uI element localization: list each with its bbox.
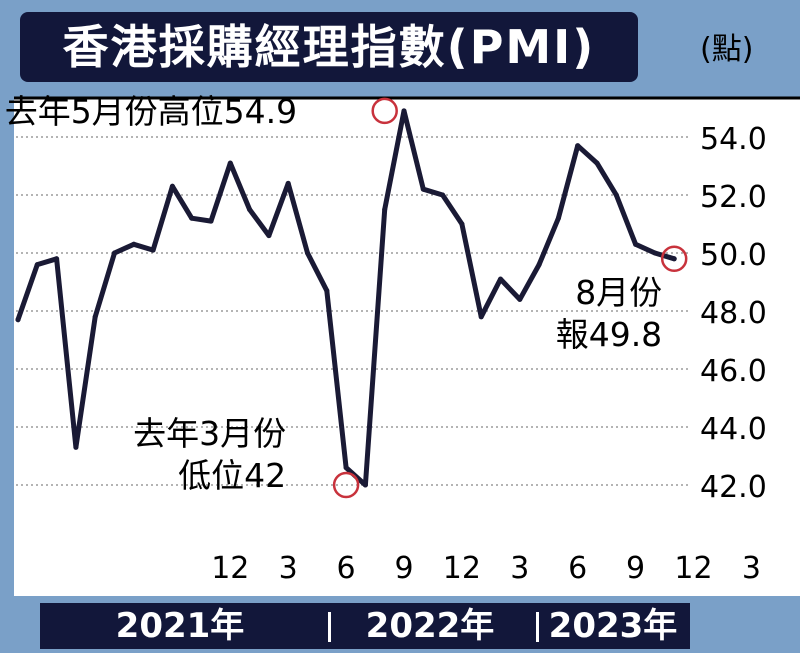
annotation-label: 8月份 bbox=[575, 273, 662, 312]
year-separator bbox=[328, 612, 331, 642]
title-bar: 香港採購經理指數(PMI) bbox=[20, 12, 638, 82]
y-tick-label: 50.0 bbox=[700, 238, 767, 273]
y-tick-label: 52.0 bbox=[700, 180, 767, 215]
annotation-label: 報49.8 bbox=[556, 315, 662, 354]
data-point bbox=[189, 215, 195, 221]
data-point bbox=[671, 256, 677, 262]
data-point bbox=[517, 296, 523, 302]
data-point bbox=[575, 143, 581, 149]
year-label-2021: 2021年 bbox=[115, 606, 245, 646]
data-point bbox=[150, 247, 156, 253]
data-point bbox=[343, 465, 349, 471]
data-point bbox=[382, 207, 388, 212]
year-bar bbox=[40, 603, 690, 649]
x-tick-label: 9 bbox=[394, 551, 413, 586]
plot-panel bbox=[14, 98, 800, 596]
data-point bbox=[652, 250, 658, 256]
data-point bbox=[613, 192, 619, 198]
x-tick-label: 3 bbox=[279, 551, 298, 586]
chart-title: 香港採購經理指數(PMI) bbox=[62, 20, 596, 74]
y-tick-label: 42.0 bbox=[700, 470, 767, 505]
x-tick-label: 12 bbox=[211, 551, 249, 586]
data-point bbox=[362, 482, 368, 488]
highlight-circle bbox=[332, 471, 360, 499]
data-point bbox=[73, 444, 79, 450]
annotation-label: 低位42 bbox=[178, 456, 286, 495]
x-tick-label: 3 bbox=[742, 551, 761, 586]
data-point bbox=[633, 241, 639, 247]
data-point bbox=[420, 186, 426, 192]
y-tick-label: 54.0 bbox=[700, 122, 767, 157]
unit-label: (點) bbox=[700, 32, 754, 67]
data-point bbox=[54, 256, 60, 262]
x-tick-label: 12 bbox=[674, 551, 712, 586]
data-point bbox=[459, 221, 465, 227]
highlight-circle bbox=[660, 245, 688, 273]
data-point bbox=[247, 207, 253, 212]
data-point bbox=[324, 288, 330, 294]
data-point bbox=[401, 108, 407, 114]
data-point bbox=[478, 314, 484, 320]
data-point bbox=[227, 160, 233, 166]
data-point bbox=[498, 276, 503, 282]
data-point bbox=[92, 314, 98, 320]
data-point bbox=[536, 262, 542, 268]
annotation-label: 去年5月份高位54.9 bbox=[5, 92, 297, 131]
data-point bbox=[555, 215, 561, 221]
data-point bbox=[112, 250, 117, 256]
year-label-2023: 2023年 bbox=[548, 606, 678, 646]
y-tick-label: 46.0 bbox=[700, 354, 767, 389]
y-tick-label: 48.0 bbox=[700, 296, 767, 331]
y-tick-label: 44.0 bbox=[700, 412, 767, 447]
x-tick-label: 6 bbox=[568, 551, 587, 586]
year-separator bbox=[536, 612, 539, 642]
x-tick-label: 12 bbox=[443, 551, 481, 586]
data-point bbox=[305, 250, 310, 256]
year-label-2022: 2022年 bbox=[365, 606, 495, 646]
highlight-circle bbox=[371, 97, 398, 125]
data-point bbox=[34, 262, 40, 268]
data-point bbox=[131, 241, 137, 247]
x-tick-label: 6 bbox=[337, 551, 356, 586]
data-point bbox=[169, 183, 175, 189]
data-point bbox=[594, 160, 600, 166]
x-tick-label: 3 bbox=[510, 551, 529, 586]
x-tick-label: 9 bbox=[626, 551, 645, 586]
data-point bbox=[266, 233, 272, 239]
data-point bbox=[208, 218, 214, 224]
data-point bbox=[15, 317, 21, 323]
data-point bbox=[285, 180, 291, 186]
data-point bbox=[440, 192, 446, 198]
annotation-label: 去年3月份 bbox=[133, 414, 286, 453]
